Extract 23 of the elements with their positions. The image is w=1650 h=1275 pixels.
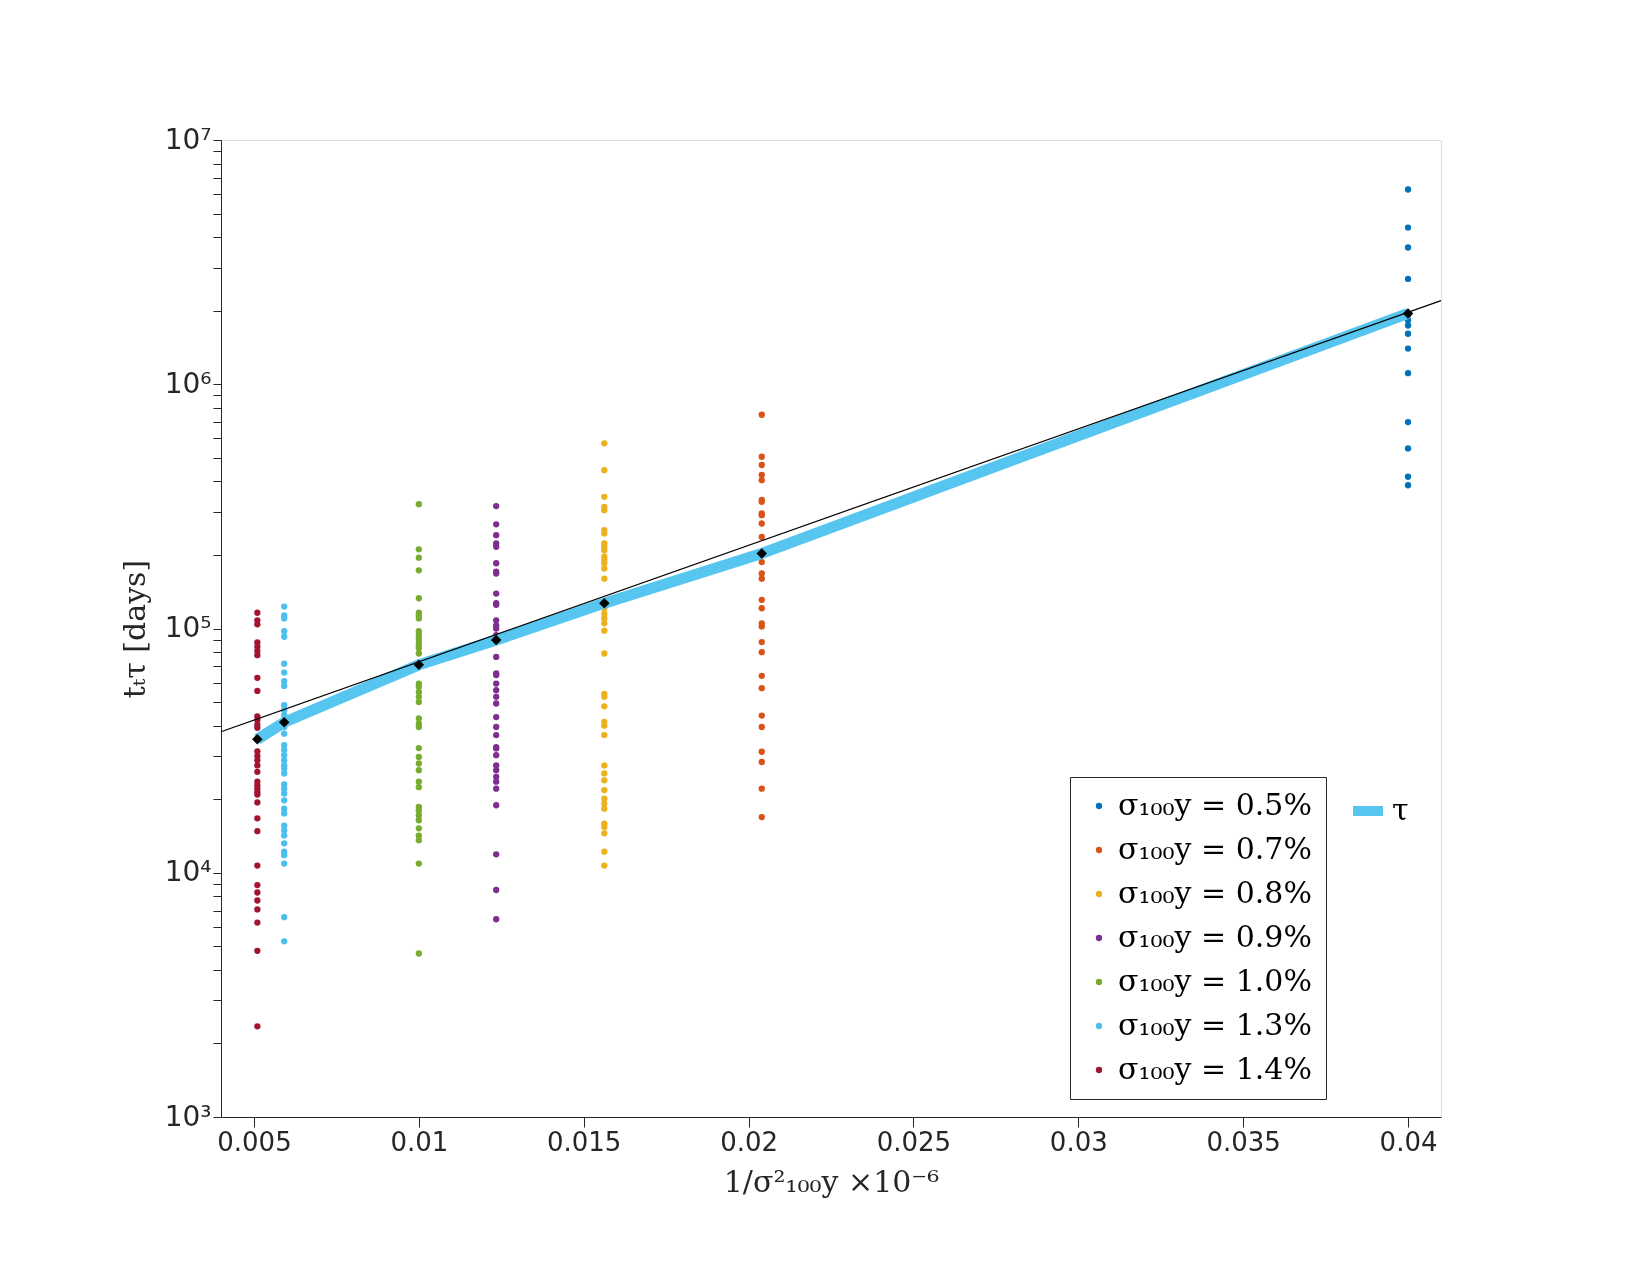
- legend-label: σ₁₀₀y = 1.4%: [1118, 1051, 1312, 1086]
- x-tick-label: 0.01: [390, 1126, 449, 1157]
- legend-label: τ: [1392, 792, 1409, 827]
- x-tick-label: 0.005: [217, 1126, 292, 1157]
- legend-label: σ₁₀₀y = 1.0%: [1118, 963, 1312, 998]
- y-tick-label: 10³: [164, 1099, 212, 1133]
- y-axis-title: tₜτ [days]: [116, 559, 152, 699]
- x-tick-label: 0.02: [720, 1126, 779, 1157]
- x-tick-label: 0.03: [1049, 1126, 1108, 1157]
- legend-label: σ₁₀₀y = 1.3%: [1118, 1007, 1312, 1042]
- legend-label: σ₁₀₀y = 0.9%: [1118, 919, 1312, 954]
- legend-label: σ₁₀₀y = 0.8%: [1118, 875, 1312, 910]
- x-tick-label: 0.025: [876, 1126, 952, 1157]
- y-tick-label: 10⁵: [164, 611, 212, 644]
- x-tick-label: 0.015: [546, 1126, 622, 1157]
- legend-label: σ₁₀₀y = 0.7%: [1118, 831, 1312, 866]
- y-tick-label: 10⁴: [164, 855, 212, 889]
- x-tick-label: 0.04: [1379, 1126, 1438, 1157]
- x-tick-label: 0.035: [1206, 1126, 1281, 1157]
- x-axis-title: 1/σ²₁₀₀y ×10⁻⁶: [723, 1163, 940, 1199]
- legend-label: σ₁₀₀y = 0.5%: [1118, 787, 1312, 822]
- y-tick-label: 10⁶: [164, 366, 212, 400]
- y-tick-label: 10⁷: [164, 122, 212, 156]
